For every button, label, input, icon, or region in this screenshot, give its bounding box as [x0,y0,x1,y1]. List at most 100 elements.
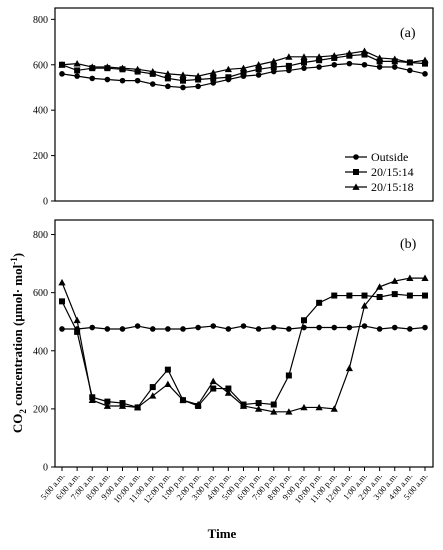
panel-b-point-0 [134,323,141,329]
panel-a-point-2 [421,56,429,64]
panel-a-point-1 [210,75,217,82]
panel-a-point-2 [330,52,338,59]
panel-b-point-1 [376,294,383,301]
panel-a-point-1 [270,64,277,71]
panel-b-y-tick-label: 200 [33,404,48,415]
panel-b-point-1 [104,398,111,405]
panel-a-point-0 [74,73,80,79]
panel-b-point-0 [104,326,111,332]
panel-a-label: (a) [400,26,416,41]
panel-b: 0 200 400 600 800 5:00 a.m.6:00 a.m.7:00 a.m… [33,219,434,505]
panel-a-point-0 [255,72,262,78]
panel-b-point-1 [422,292,428,299]
y-axis-title-close: ) [10,253,25,257]
panel-a-series [58,47,429,91]
panel-a-point-1 [316,57,323,64]
panel-a-point-0 [376,64,383,70]
panel-b-point-2 [134,403,142,411]
panel-a-point-2 [88,63,96,70]
panel-b-point-2 [149,392,157,399]
panel-a-point-1 [376,58,383,65]
panel-b-point-0 [180,326,186,332]
panel-b-point-2 [345,364,353,372]
legend-marker [353,154,359,160]
panel-a-point-1 [240,69,247,76]
panel-a-point-0 [165,83,171,90]
panel-a-point-2 [270,57,278,65]
panel-a-point-1 [74,67,81,74]
panel-b-y-tick-label: 400 [33,346,48,357]
panel-a-y-tick-label: 0 [43,197,48,208]
panel-a-point-2 [360,47,369,55]
panel-b-point-1 [149,384,156,391]
panel-b-point-1 [164,366,171,373]
panel-a-point-0 [286,67,292,74]
panel-b-point-2 [103,402,111,409]
panel-b-point-1 [391,291,398,298]
panel-b-point-2 [239,402,248,409]
panel-b-y-tick-label: 800 [33,230,48,241]
panel-a-y-tick-label: 200 [33,151,48,162]
panel-b-point-0 [255,326,262,332]
panel-b-point-2 [285,408,293,415]
panel-a-point-2 [391,55,399,62]
panel-a-y-tick-label: 600 [33,60,48,71]
panel-b-frame [54,219,434,468]
panel-b-point-1 [59,298,65,305]
panel-b-line-1 [61,293,425,409]
panel-a-point-2 [149,67,157,75]
panel-b-y-tick-label: 600 [33,288,48,299]
panel-b-point-2 [194,400,202,408]
panel-b-point-0 [119,326,126,332]
panel-b-point-0 [270,324,277,331]
panel-b-point-2 [300,403,308,411]
panel-a-point-1 [301,59,307,66]
panel-a-point-1 [225,74,232,81]
panel-b-point-0 [286,326,292,332]
panel-b-point-2 [391,277,399,284]
panel-b-point-1 [285,372,292,379]
panel-a-point-0 [407,67,413,74]
panel-b-point-1 [270,401,277,408]
panel-a-point-2 [179,71,187,78]
panel-a-point-2 [194,72,202,79]
panel-b-point-2 [360,302,369,309]
panel-b-point-0 [346,324,353,331]
panel-b-point-2 [179,396,187,404]
panel-b-y-tick-label: 0 [43,463,48,474]
panel-a-point-0 [119,77,126,84]
panel-a-point-0 [149,81,156,87]
panel-b-point-0 [407,326,413,332]
panel-b-point-0 [376,326,383,332]
panel-a-point-0 [391,64,398,70]
panel-b-series [58,274,429,415]
panel-b-point-0 [149,326,156,332]
panel-b-point-2 [255,405,263,412]
panel-a-point-2 [134,65,142,73]
panel-b-label: (b) [400,237,417,252]
panel-b-point-0 [165,326,171,332]
panel-b-point-2 [209,377,217,385]
y-axis-title-superscript: -1 [9,257,19,265]
panel-b-point-0 [316,324,322,331]
y-axis-title-suffix: concentration (µmol· mol [10,264,25,409]
panel-a-point-0 [316,64,322,70]
panel-a-point-1 [164,75,171,82]
panel-b-x-axis: 5:00 a.m.6:00 a.m.7:00 a.m.8:00 a.m.9:00… [38,467,430,505]
panel-b-point-0 [89,324,96,331]
panel-a-point-2 [58,61,66,68]
panel-a-point-2 [239,64,248,72]
panel-b-point-1 [331,292,338,299]
panel-a-point-0 [210,80,217,86]
panel-a-point-0 [331,61,338,68]
panel-a: 0 200 400 600 800 (a) Outside20/15:1420/15:1… [33,7,434,208]
panel-a-point-0 [180,84,186,91]
legend-label: 20/15:18 [371,180,414,194]
panel-a-point-1 [195,76,202,83]
legend-label: 20/15:14 [371,165,414,179]
panel-b-point-2 [73,316,81,324]
x-axis-title: Time [208,526,237,541]
panel-a-point-0 [301,65,307,71]
panel-b-point-2 [118,402,127,409]
